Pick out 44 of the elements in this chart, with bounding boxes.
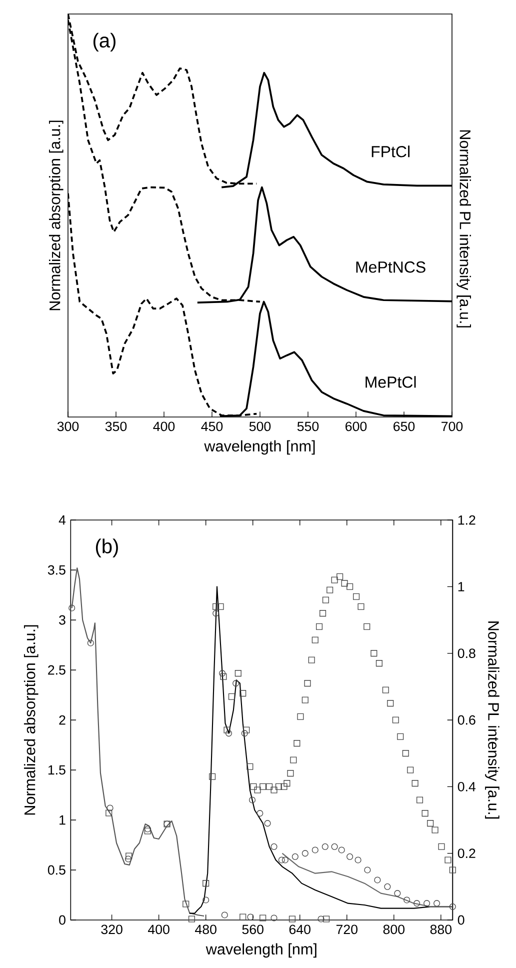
y2-tick-label: 1 bbox=[458, 582, 464, 592]
y2-tick-label: 0 bbox=[458, 915, 464, 925]
series-label: FPtCl bbox=[372, 146, 410, 158]
y-tick-label: 3 bbox=[59, 615, 66, 625]
x-tick-label: 450 bbox=[201, 422, 223, 432]
x-tick-label: 560 bbox=[242, 924, 264, 934]
series-label: MePtCl bbox=[366, 376, 416, 388]
y-tick-label: 1.5 bbox=[48, 765, 66, 775]
y-tick-label: 4 bbox=[58, 515, 66, 525]
x-tick-label: 500 bbox=[249, 422, 271, 432]
y2-axis-title: Normalized PL intensity [a.u.] bbox=[485, 622, 500, 819]
x-tick-label: 720 bbox=[336, 924, 358, 934]
y-tick-label: 1 bbox=[60, 815, 66, 825]
y2-tick-label: 0.6 bbox=[458, 715, 476, 725]
y2-axis-title: Normalized PL intensity [a.u.] bbox=[456, 130, 471, 328]
x-tick-label: 350 bbox=[105, 422, 127, 432]
y2-tick-label: 1.2 bbox=[458, 515, 476, 525]
x-tick-label: 880 bbox=[430, 924, 452, 934]
x-tick-label: 800 bbox=[383, 924, 404, 934]
x-tick-label: 400 bbox=[148, 924, 170, 934]
y2-tick-label: 0.2 bbox=[458, 848, 476, 858]
y-tick-label: 0.5 bbox=[48, 865, 66, 875]
y2-tick-label: 0.4 bbox=[458, 782, 476, 792]
x-axis-title: wavelength [nm] bbox=[206, 943, 316, 958]
y2-tick-label: 0.8 bbox=[458, 648, 476, 658]
y-axis-title: Normalized absorption [a.u.] bbox=[24, 625, 38, 815]
x-tick-label: 300 bbox=[57, 422, 79, 432]
series-label: MePtNCS bbox=[356, 261, 426, 273]
y-tick-label: 3.5 bbox=[48, 565, 66, 575]
x-tick-label: 400 bbox=[153, 422, 175, 432]
x-tick-label: 700 bbox=[442, 422, 463, 432]
x-tick-label: 320 bbox=[101, 924, 122, 934]
annotation: (a) bbox=[93, 32, 116, 52]
y-tick-label: 2 bbox=[59, 715, 66, 725]
annotation: (b) bbox=[96, 538, 118, 558]
x-tick-label: 480 bbox=[195, 924, 216, 934]
x-tick-label: 550 bbox=[297, 422, 319, 432]
x-axis-title: wavelength [nm] bbox=[204, 440, 315, 455]
x-tick-label: 650 bbox=[394, 422, 415, 432]
y-tick-label: 2.5 bbox=[48, 665, 66, 675]
y-axis-title: Normalized absorption [a.u.] bbox=[49, 120, 64, 310]
x-tick-label: 640 bbox=[289, 924, 310, 934]
y-tick-label: 0 bbox=[59, 915, 66, 925]
x-tick-label: 600 bbox=[346, 422, 367, 432]
